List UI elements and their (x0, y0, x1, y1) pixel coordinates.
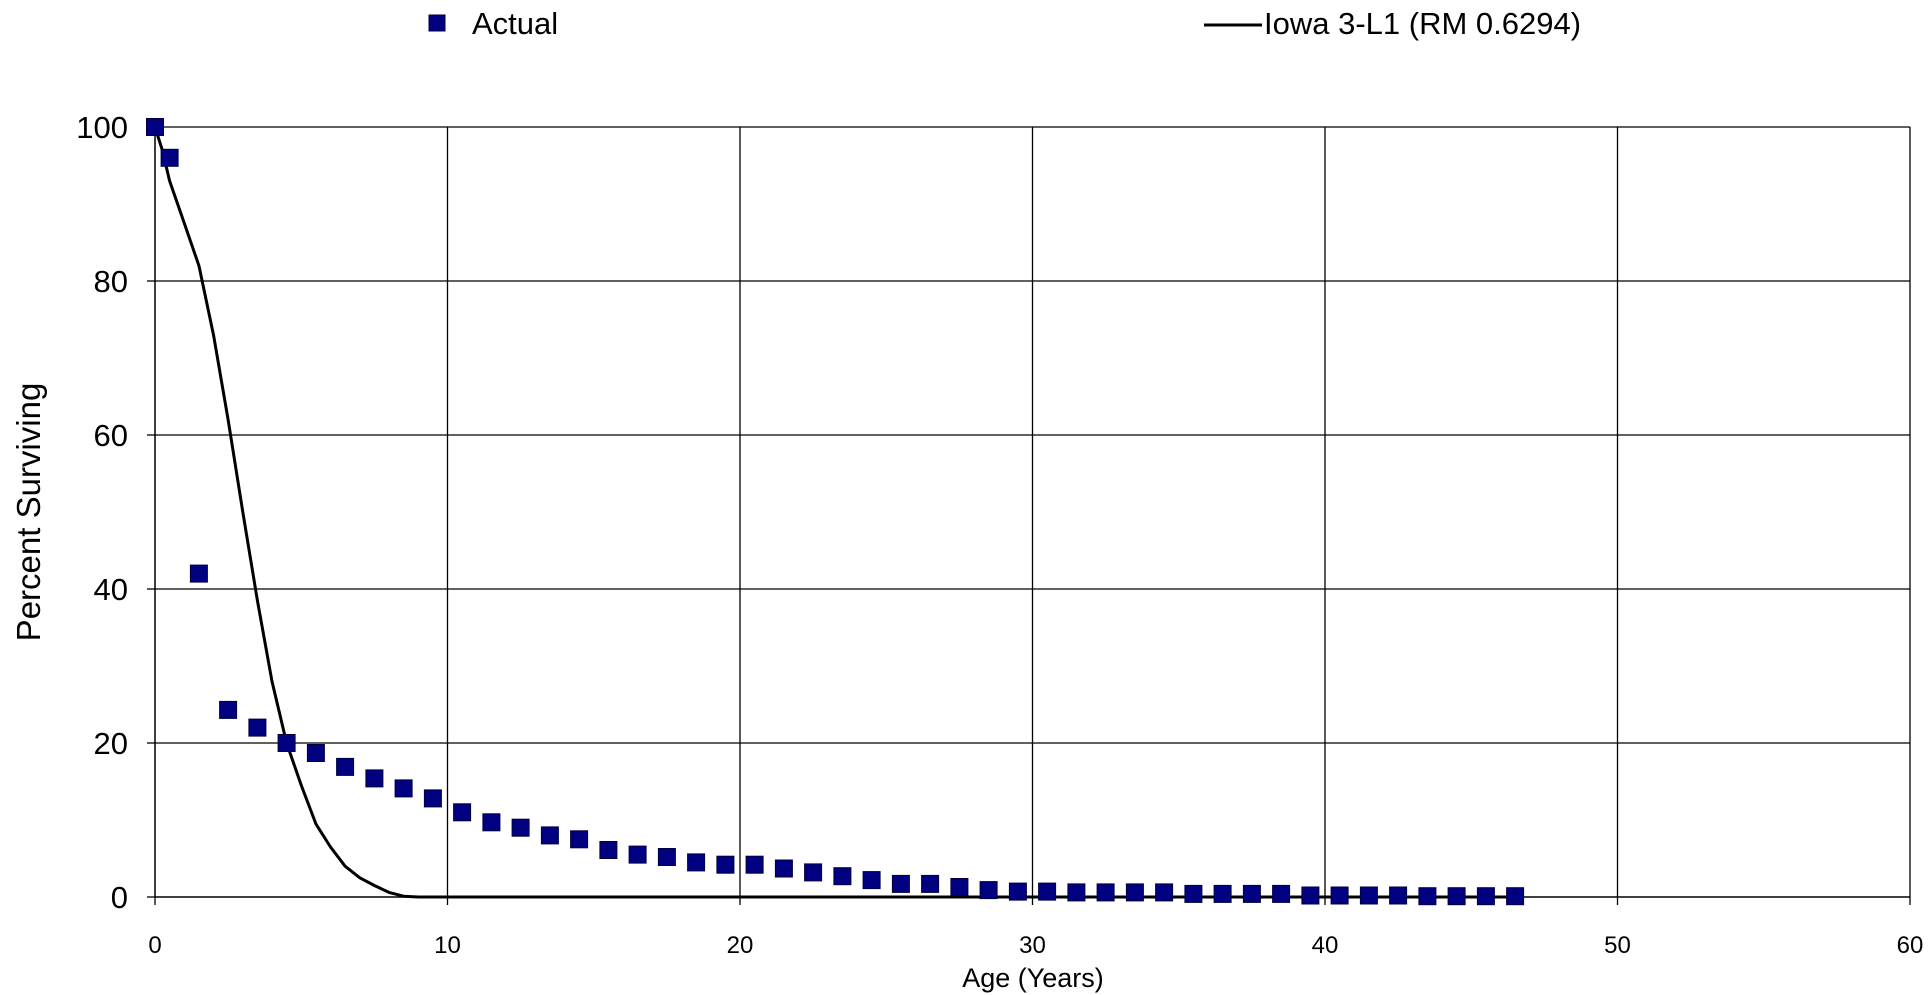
actual-point (1125, 883, 1144, 902)
x-tick-label: 30 (1019, 932, 1046, 959)
actual-point (1067, 883, 1086, 902)
actual-point (891, 874, 910, 893)
x-tick-label: 10 (434, 932, 461, 959)
actual-point (657, 848, 676, 866)
x-tick-label: 0 (148, 932, 161, 959)
actual-point (1213, 884, 1232, 903)
actual-point (277, 734, 296, 752)
actual-point (804, 863, 823, 882)
x-tick-label: 50 (1604, 932, 1631, 959)
actual-point (950, 878, 969, 896)
actual-point (160, 148, 179, 167)
actual-point (1272, 884, 1291, 903)
x-tick-label: 60 (1897, 932, 1924, 959)
actual-point (833, 867, 852, 886)
actual-point (716, 855, 735, 874)
x-tick-labels: 0 10 20 30 40 50 60 (148, 932, 1923, 959)
x-tick-label: 40 (1312, 932, 1339, 959)
actual-point (1008, 882, 1027, 901)
actual-point (1096, 883, 1115, 902)
y-tick-label: 60 (94, 418, 128, 453)
legend-iowa-label: Iowa 3-L1 (RM 0.6294) (1264, 6, 1581, 41)
actual-point (1301, 886, 1320, 905)
actual-point (745, 855, 764, 874)
y-axis-title: Percent Surviving (10, 383, 47, 642)
y-tick-label: 80 (94, 264, 128, 299)
actual-point (599, 841, 618, 859)
actual-point (1476, 887, 1495, 906)
legend-actual-marker (428, 14, 446, 32)
actual-point (511, 818, 530, 837)
actual-point (979, 881, 998, 900)
actual-point (774, 859, 793, 878)
legend: Actual Iowa 3-L1 (RM 0.6294) (428, 6, 1581, 41)
actual-series (146, 118, 1525, 906)
legend-actual-label: Actual (472, 6, 558, 41)
x-tick-label: 20 (727, 932, 754, 959)
actual-point (1330, 886, 1349, 905)
y-tick-label: 0 (111, 880, 128, 915)
actual-point (306, 744, 325, 762)
actual-point (1447, 887, 1466, 906)
actual-point (687, 853, 706, 872)
actual-point (1155, 883, 1174, 902)
y-tick-label: 100 (76, 110, 128, 145)
y-tick-label: 40 (94, 572, 128, 607)
x-axis-title: Age (Years) (962, 963, 1104, 993)
actual-point (1389, 886, 1408, 905)
actual-point (570, 830, 589, 849)
actual-point (628, 845, 647, 864)
y-tick-label: 20 (94, 726, 128, 761)
y-tick-labels: 0 20 40 60 80 100 (76, 110, 128, 915)
actual-point (248, 718, 267, 737)
actual-point (219, 700, 238, 719)
actual-point (862, 871, 881, 890)
actual-point (453, 803, 472, 822)
actual-point (482, 813, 501, 832)
actual-point (1242, 884, 1261, 903)
actual-point (1506, 887, 1525, 906)
actual-point (1184, 884, 1203, 903)
actual-point (1359, 886, 1378, 905)
iowa-curve-series (153, 126, 1516, 899)
grid (155, 126, 1911, 897)
actual-point (921, 874, 940, 893)
actual-point (394, 779, 413, 798)
actual-point (423, 789, 442, 808)
actual-point (146, 118, 164, 136)
actual-point (189, 564, 208, 583)
actual-point (1038, 882, 1057, 901)
actual-point (365, 769, 384, 788)
actual-point (1418, 887, 1437, 906)
iowa-curve-line (153, 126, 1516, 899)
actual-point (540, 826, 559, 845)
actual-point (336, 757, 355, 776)
